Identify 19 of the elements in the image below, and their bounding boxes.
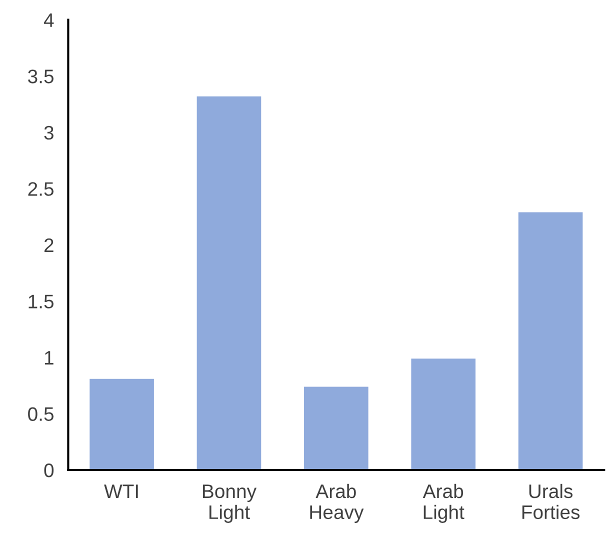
- y-tick-label: 1: [44, 351, 54, 365]
- x-tick-label: Arab Light: [422, 484, 464, 523]
- y-tick-label: 4: [44, 14, 54, 27]
- x-tick-label: Bonny Light: [203, 484, 257, 523]
- bar: [90, 378, 154, 470]
- bar: [411, 358, 476, 470]
- y-tick-label: 2: [44, 238, 54, 252]
- bar: [304, 386, 368, 470]
- y-tick-label: 0.5: [28, 407, 54, 421]
- y-tick-label: 1.5: [28, 294, 54, 308]
- x-tick-label: Arab Heavy: [310, 484, 364, 523]
- x-tick-label: WTI: [104, 484, 138, 498]
- bar: [518, 212, 583, 470]
- x-tick-label: Urals Forties: [522, 484, 580, 520]
- bar: [196, 96, 262, 470]
- y-tick-label: 2.5: [28, 182, 54, 196]
- y-tick-label: 0: [44, 463, 54, 478]
- y-tick-label: 3: [44, 126, 54, 140]
- y-tick-label: 3.5: [28, 70, 54, 84]
